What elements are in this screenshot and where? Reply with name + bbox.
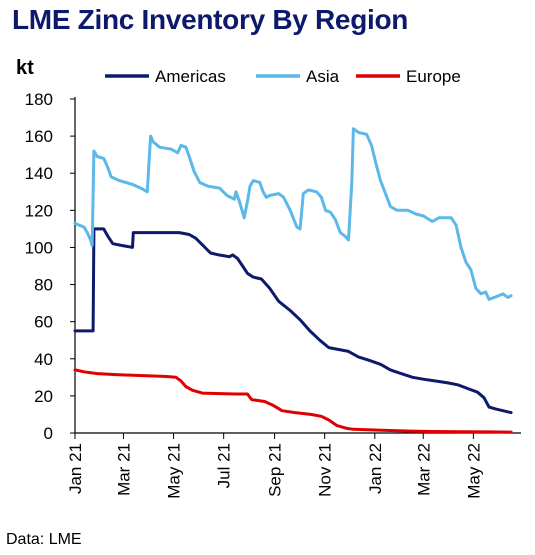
- y-tick-label: 140: [25, 164, 53, 183]
- legend-label-europe: Europe: [406, 67, 461, 86]
- x-tick-label: Jan 22: [366, 443, 385, 494]
- y-tick-label: 100: [25, 238, 53, 257]
- legend-label-asia: Asia: [306, 67, 340, 86]
- series-line-asia: [73, 127, 513, 301]
- x-tick-label: Mar 21: [114, 443, 133, 496]
- y-tick-label: 20: [34, 387, 53, 406]
- y-axis: 0 20 40 60 80 100 120 140 160 180: [25, 90, 76, 443]
- series-lines: [73, 127, 513, 434]
- series-line-europe: [73, 368, 513, 434]
- y-tick-label: 160: [25, 127, 53, 146]
- legend-label-americas: Americas: [155, 67, 226, 86]
- x-tick-label: Nov 21: [316, 443, 335, 497]
- y-tick-label: 80: [34, 276, 53, 295]
- x-tick-label: May 21: [165, 443, 184, 499]
- y-tick-label: 60: [34, 313, 53, 332]
- legend: Americas Asia Europe: [105, 67, 461, 86]
- x-tick-label: May 22: [464, 443, 483, 499]
- y-axis-unit-label: kt: [16, 57, 34, 79]
- chart-title: LME Zinc Inventory By Region: [12, 4, 409, 35]
- y-tick-label: 40: [34, 350, 53, 369]
- data-source-note: Data: LME: [6, 531, 82, 548]
- y-tick-label: 0: [44, 424, 53, 443]
- series-line-americas: [73, 227, 513, 415]
- y-tick-label: 120: [25, 201, 53, 220]
- y-tick-label: 180: [25, 90, 53, 109]
- x-tick-label: Sep 21: [266, 443, 285, 497]
- x-tick-label: Jul 21: [215, 443, 234, 488]
- x-tick-label: Jan 21: [66, 443, 85, 494]
- x-axis: Jan 21 Mar 21 May 21 Jul 21 Sep 21 Nov 21 Jan …: [66, 432, 521, 499]
- x-tick-label: Mar 22: [414, 443, 433, 496]
